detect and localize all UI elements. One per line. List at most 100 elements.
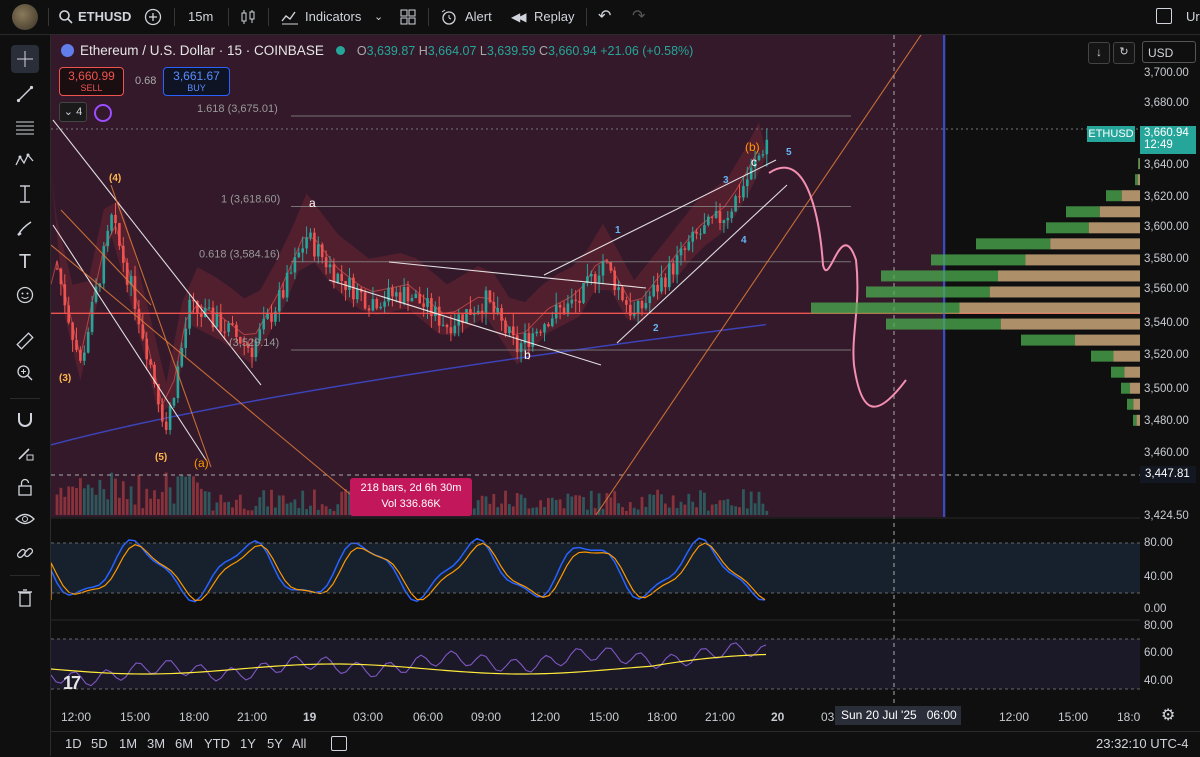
volume-bar [219,494,223,515]
candle-body [707,216,710,226]
chart-area[interactable]: 1.618 (3,675.01) 1 (3,618.60) 0.618 (3,584… [51,35,1141,705]
candle-body [114,214,117,224]
candle-body [293,257,297,273]
sell-button[interactable]: 3,660.99 SELL [59,67,124,96]
volume-profile-buy [866,286,990,298]
add-symbol-icon[interactable] [144,8,162,26]
volume-bar [500,503,503,515]
candle-body [200,313,203,317]
candle-body [180,347,184,367]
user-menu-truncated[interactable]: Ur [1186,9,1200,24]
volume-bar [266,506,269,515]
range-button-1d[interactable]: 1D [65,736,82,751]
candles-icon[interactable] [240,9,256,25]
volume-bar [511,506,515,515]
alarm-clock-icon[interactable] [440,8,458,26]
pencil-lock-icon[interactable] [11,439,39,467]
price-scale[interactable]: USD 3,700.003,680.003,660.003,640.003,62… [1140,35,1200,705]
candle-body [551,318,554,327]
emoji-icon[interactable] [11,281,39,309]
price-chart[interactable]: 1.618 (3,675.01) 1 (3,618.60) 0.618 (3,584… [51,35,1141,705]
price-scale-label: 3,560.00 [1144,283,1189,295]
fib-retracement-icon[interactable] [11,114,39,142]
lock-icon[interactable] [11,473,39,501]
ruler-icon[interactable] [11,327,39,355]
projection-icon[interactable] [11,180,39,208]
volume-bar [706,510,710,515]
magnet-icon[interactable] [11,405,39,433]
candle-body [258,329,262,341]
refresh-indicator-icon[interactable] [94,104,112,122]
patterns-icon[interactable] [11,146,39,174]
indicators-collapse-toggle[interactable]: ⌄ 4 [59,102,87,122]
range-button-6m[interactable]: 6M [175,736,194,751]
volume-bar [508,504,511,515]
trend-line [388,261,647,289]
wave-label: 5 [786,147,792,158]
scroll-to-latest-button[interactable]: ↓ [1088,42,1110,64]
currency-selector[interactable]: USD [1142,41,1196,63]
symbol-search[interactable]: ETHUSD [78,9,132,24]
eye-icon[interactable] [11,505,39,533]
trend-line-icon[interactable] [11,80,39,108]
time-axis-label: 09:00 [471,710,502,724]
drawing-toolbar: T [0,35,51,756]
settings-gear-icon[interactable]: ⚙ [1161,707,1176,724]
crosshair-icon[interactable] [11,45,39,73]
rsi-ma-line [51,653,767,675]
brush-icon[interactable] [11,215,39,243]
candle-body [749,167,753,180]
range-button-1m[interactable]: 1M [119,736,138,751]
replay-button[interactable]: Replay [534,9,575,24]
wave-label: (a) [194,456,209,470]
volume-bar [336,504,340,515]
candle-body [223,331,226,333]
range-button-all[interactable]: All [292,736,307,751]
text-icon[interactable]: T [18,250,32,273]
alert-button[interactable]: Alert [465,9,492,24]
candle-body [313,232,316,257]
oscillator-scale-label: 80.00 [1144,620,1173,632]
date-range-icon[interactable] [331,736,347,751]
time-axis[interactable]: 12:00 15:00 18:00 21:00 19 03:00 06:00 09:00 12:… [51,705,1200,729]
redo-icon[interactable]: ↷ [632,8,646,25]
volume-bar [660,494,663,515]
auto-scale-button[interactable]: ↻ [1113,42,1135,64]
layouts-icon[interactable] [400,9,416,25]
replay-icon[interactable]: ◀◀ [511,10,527,24]
link-icon[interactable] [11,539,39,567]
volume-bar [504,490,507,515]
top-toolbar: ETHUSD 15m Indicators ⌄ Alert ◀◀ Replay … [0,0,1200,35]
zoom-in-icon[interactable] [11,359,39,387]
volume-bar [348,490,351,515]
candle-body [90,301,94,332]
volume-bar [593,508,597,515]
indicators-button[interactable]: Indicators [305,9,362,24]
candle-body [176,366,180,399]
interval-button[interactable]: 15m [188,9,214,24]
fullscreen-icon[interactable] [1156,8,1172,24]
search-icon[interactable] [58,9,74,25]
candle-body [617,287,620,290]
clock[interactable]: 23:32:10 UTC-4 [1096,736,1189,751]
volume-profile-buy [1106,190,1122,202]
volume-profile-buy [1066,206,1100,218]
buy-button[interactable]: 3,661.67 BUY [163,67,230,96]
candle-body [367,308,371,311]
undo-icon[interactable]: ↶ [598,8,612,25]
chevron-down-icon[interactable]: ⌄ [374,11,384,23]
range-button-ytd[interactable]: YTD [204,736,230,751]
volume-bar [227,501,230,515]
time-axis-label: 15:00 [589,710,620,724]
range-button-1y[interactable]: 1Y [240,736,256,751]
volume-bar [496,507,500,515]
range-button-5y[interactable]: 5Y [267,736,283,751]
symbol-legend[interactable]: Ethereum / U.S. Dollar · 15 · COINBASE O… [61,43,693,58]
indicators-icon[interactable] [281,9,299,25]
trash-icon[interactable] [11,584,39,612]
range-button-5d[interactable]: 5D [91,736,108,751]
volume-bar [578,495,581,515]
range-button-3m[interactable]: 3M [147,736,166,751]
volume-bar [652,494,656,515]
user-avatar[interactable] [12,4,38,30]
